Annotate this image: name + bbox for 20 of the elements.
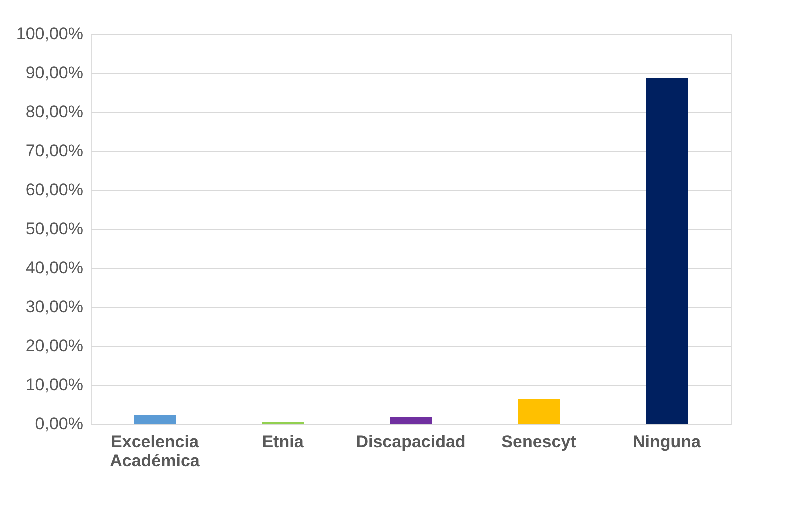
bar xyxy=(646,78,688,424)
x-tick-label: Discapacidad xyxy=(356,432,466,452)
bar xyxy=(518,399,560,424)
x-tick-label: Senescyt xyxy=(502,432,577,452)
y-tick-label: 20,00% xyxy=(26,336,84,356)
y-tick-label: 70,00% xyxy=(26,142,84,160)
y-tick-label: 30,00% xyxy=(26,298,84,316)
x-tick-label: Etnia xyxy=(262,432,304,452)
y-tick-label: 10,00% xyxy=(26,376,84,394)
y-tick-label: 0,00% xyxy=(35,414,84,434)
bar xyxy=(134,415,176,424)
x-tick-label: Ninguna xyxy=(633,432,702,452)
bar xyxy=(390,416,432,424)
x-tick-label: Excelencia Académica xyxy=(110,432,200,470)
y-tick-label: 50,00% xyxy=(26,220,84,238)
y-tick-label: 80,00% xyxy=(26,102,84,122)
y-tick-label: 90,00% xyxy=(26,64,84,82)
y-tick-label: 100,00% xyxy=(16,24,84,44)
y-tick-label: 40,00% xyxy=(26,258,84,278)
y-tick-label: 60,00% xyxy=(26,180,84,200)
